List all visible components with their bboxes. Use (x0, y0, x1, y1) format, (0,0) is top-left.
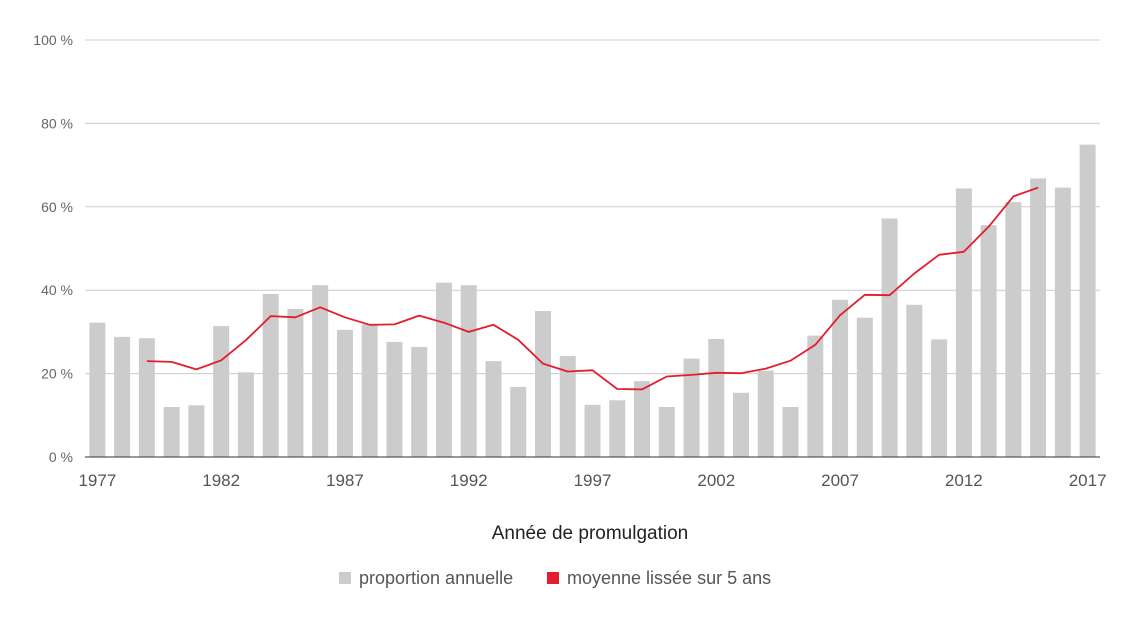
y-tick-label: 0 % (49, 449, 73, 465)
x-axis-title: Année de promulgation (492, 523, 688, 544)
bar (386, 341, 403, 457)
x-tick-label: 1997 (574, 471, 612, 490)
bar (683, 358, 700, 457)
bar (584, 404, 601, 457)
bar (1079, 144, 1096, 458)
bar (931, 339, 948, 457)
bar (138, 338, 155, 457)
y-tick-label: 20 % (41, 366, 73, 382)
bar (955, 188, 972, 457)
smoothed-line (146, 186, 1039, 391)
y-tick-label: 100 % (33, 32, 73, 48)
x-tick-label: 2002 (697, 471, 735, 490)
y-tick-label: 40 % (41, 282, 73, 298)
legend-swatch-line (547, 572, 559, 584)
bar (188, 405, 205, 457)
bar (89, 322, 106, 457)
y-tick-label: 60 % (41, 199, 73, 215)
bar (1054, 187, 1071, 458)
bar (237, 372, 254, 457)
bar (485, 361, 502, 457)
legend-swatch-bars (339, 572, 351, 584)
bar (856, 317, 873, 457)
bar (559, 356, 576, 457)
bar (213, 326, 230, 457)
bar (312, 285, 329, 457)
bar (114, 336, 131, 457)
bar (906, 304, 923, 457)
x-tick-label: 1977 (78, 471, 116, 490)
bar (980, 225, 997, 457)
x-tick-label: 1992 (450, 471, 488, 490)
x-tick-label: 1987 (326, 471, 364, 490)
bar (881, 218, 898, 457)
x-tick-label: 1982 (202, 471, 240, 490)
bar (708, 338, 725, 457)
bar-series (89, 144, 1096, 458)
bar (163, 406, 180, 457)
legend: proportion annuelle moyenne lissée sur 5… (339, 568, 771, 588)
bar (1005, 202, 1022, 457)
bar (262, 293, 279, 457)
bar (634, 381, 651, 457)
bar (1030, 178, 1047, 457)
bar (534, 311, 551, 457)
bar (460, 285, 477, 457)
axes: 0 % 20 % 40 % 60 % 80 % 100 % 1977 1982 1987 1992… (33, 32, 1106, 490)
legend-label-bars: proportion annuelle (359, 568, 513, 588)
bar (807, 335, 824, 457)
legend-label-line: moyenne lissée sur 5 ans (567, 568, 771, 588)
bar (435, 282, 452, 457)
bar (733, 392, 750, 457)
bar (782, 406, 799, 457)
x-tick-label: 2012 (945, 471, 983, 490)
bar (832, 299, 849, 457)
bar (336, 329, 353, 457)
line-series (146, 186, 1039, 391)
bar (757, 370, 774, 457)
bar (361, 324, 378, 457)
bar (411, 346, 428, 457)
gridlines (85, 39, 1100, 375)
bar (609, 400, 626, 457)
bar (510, 386, 527, 457)
bar (287, 308, 304, 457)
bar (658, 406, 675, 457)
x-tick-label: 2007 (821, 471, 859, 490)
x-tick-label: 2017 (1069, 471, 1107, 490)
y-tick-label: 80 % (41, 115, 73, 131)
